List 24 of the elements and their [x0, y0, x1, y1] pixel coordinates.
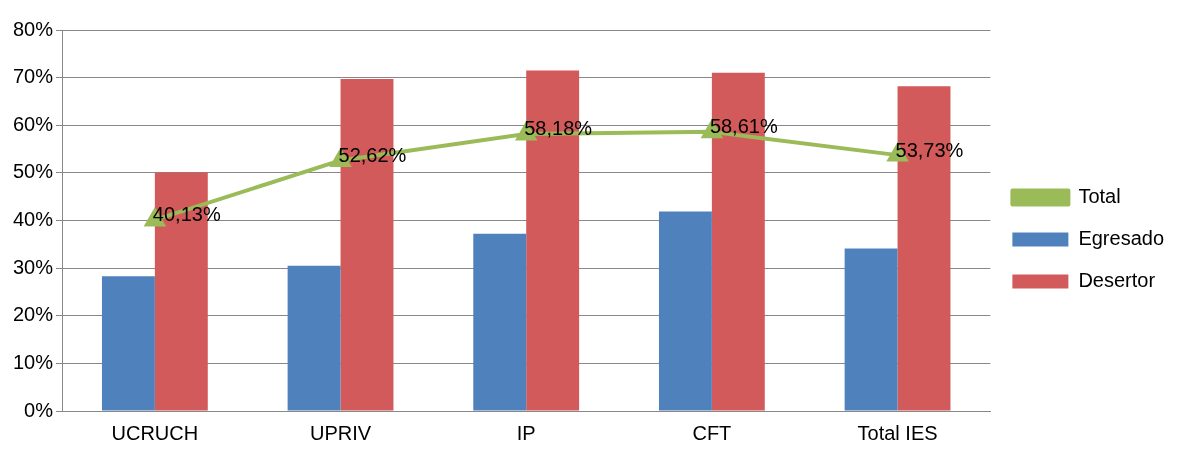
bar — [658, 211, 712, 411]
y-tick-label: 20% — [13, 303, 54, 326]
data-label: 58,18% — [524, 117, 593, 140]
bar — [844, 248, 898, 411]
x-tick-label: IP — [516, 421, 536, 444]
y-tick-label: 0% — [24, 398, 54, 421]
x-tick-label: UCRUCH — [111, 421, 199, 444]
y-tick-label: 50% — [13, 160, 54, 183]
data-label: 52,62% — [338, 143, 407, 166]
y-tick-label: 10% — [13, 350, 54, 373]
bar — [287, 265, 341, 411]
y-tick-label: 60% — [13, 112, 54, 135]
y-tick-label: 80% — [13, 17, 54, 40]
legend-label: Egresado — [1078, 227, 1165, 250]
x-tick-label: Total IES — [857, 421, 938, 444]
legend-label: Desertor — [1078, 269, 1156, 292]
y-tick-label: 40% — [13, 208, 54, 231]
x-tick-label: UPRIV — [309, 421, 372, 444]
y-tick-label: 70% — [13, 65, 54, 88]
y-tick-label: 30% — [13, 255, 54, 278]
bar — [101, 276, 155, 411]
bar — [473, 233, 527, 411]
x-tick-label: CFT — [692, 421, 732, 444]
legend-label: Total — [1078, 185, 1121, 208]
